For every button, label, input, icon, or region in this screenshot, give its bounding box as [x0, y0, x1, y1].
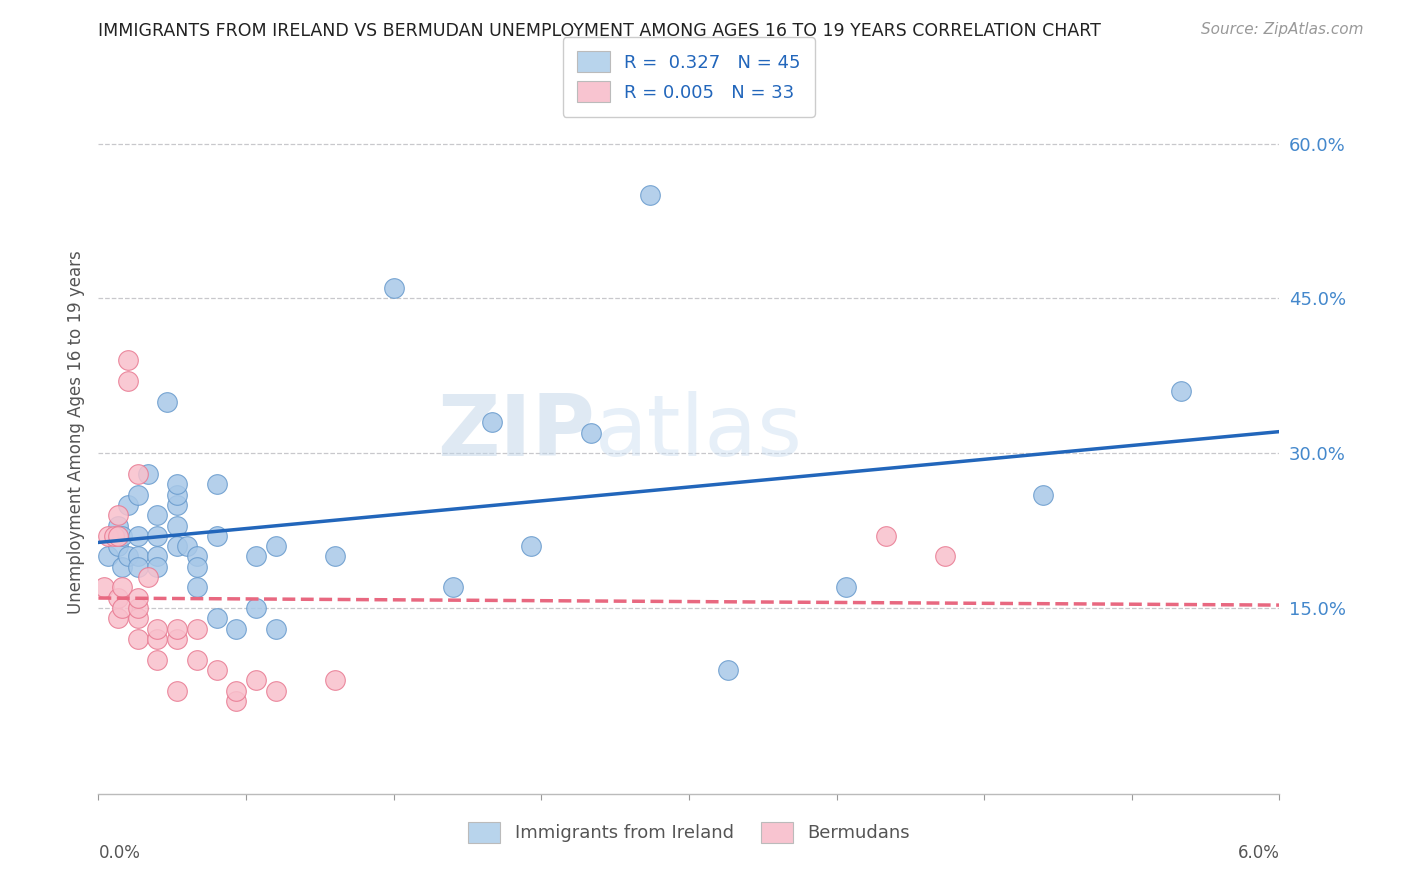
- Point: [107, 529, 129, 543]
- Point: [323, 673, 346, 688]
- Point: [245, 549, 267, 564]
- Point: [166, 632, 188, 646]
- Legend: Immigrants from Ireland, Bermudans: Immigrants from Ireland, Bermudans: [453, 807, 925, 857]
- Point: [875, 529, 897, 543]
- Point: [146, 508, 169, 523]
- Text: atlas: atlas: [595, 391, 803, 475]
- Point: [166, 622, 188, 636]
- Point: [382, 281, 405, 295]
- Point: [245, 673, 267, 688]
- Point: [481, 415, 503, 429]
- Point: [146, 559, 169, 574]
- Point: [717, 663, 740, 677]
- Point: [93, 581, 115, 595]
- Point: [1170, 384, 1192, 399]
- Point: [136, 467, 159, 481]
- Point: [107, 611, 129, 625]
- Point: [264, 539, 287, 553]
- Point: [166, 498, 188, 512]
- Point: [186, 559, 208, 574]
- Point: [111, 529, 134, 543]
- Point: [579, 425, 602, 440]
- Point: [186, 549, 208, 564]
- Point: [166, 518, 188, 533]
- Y-axis label: Unemployment Among Ages 16 to 19 years: Unemployment Among Ages 16 to 19 years: [66, 251, 84, 615]
- Point: [638, 188, 661, 202]
- Point: [205, 663, 228, 677]
- Point: [146, 622, 169, 636]
- Point: [156, 394, 179, 409]
- Point: [127, 611, 149, 625]
- Point: [127, 632, 149, 646]
- Point: [107, 518, 129, 533]
- Point: [136, 570, 159, 584]
- Point: [111, 559, 134, 574]
- Point: [107, 508, 129, 523]
- Point: [1032, 487, 1054, 501]
- Point: [127, 487, 149, 501]
- Text: Source: ZipAtlas.com: Source: ZipAtlas.com: [1201, 22, 1364, 37]
- Point: [107, 539, 129, 553]
- Point: [146, 529, 169, 543]
- Point: [186, 622, 208, 636]
- Point: [323, 549, 346, 564]
- Point: [225, 694, 247, 708]
- Point: [441, 581, 464, 595]
- Point: [934, 549, 956, 564]
- Point: [111, 601, 134, 615]
- Text: 0.0%: 0.0%: [98, 845, 141, 863]
- Point: [186, 581, 208, 595]
- Point: [107, 591, 129, 605]
- Point: [205, 477, 228, 491]
- Point: [245, 601, 267, 615]
- Point: [166, 539, 188, 553]
- Text: ZIP: ZIP: [437, 391, 595, 475]
- Point: [225, 683, 247, 698]
- Point: [117, 353, 139, 368]
- Point: [127, 601, 149, 615]
- Point: [117, 374, 139, 388]
- Point: [225, 622, 247, 636]
- Point: [146, 632, 169, 646]
- Text: IMMIGRANTS FROM IRELAND VS BERMUDAN UNEMPLOYMENT AMONG AGES 16 TO 19 YEARS CORRE: IMMIGRANTS FROM IRELAND VS BERMUDAN UNEM…: [98, 22, 1101, 40]
- Point: [111, 581, 134, 595]
- Point: [520, 539, 543, 553]
- Point: [117, 498, 139, 512]
- Point: [166, 487, 188, 501]
- Point: [176, 539, 198, 553]
- Point: [166, 477, 188, 491]
- Point: [166, 683, 188, 698]
- Point: [97, 529, 120, 543]
- Point: [205, 529, 228, 543]
- Point: [146, 653, 169, 667]
- Point: [264, 683, 287, 698]
- Point: [835, 581, 858, 595]
- Point: [127, 549, 149, 564]
- Point: [146, 549, 169, 564]
- Text: 6.0%: 6.0%: [1237, 845, 1279, 863]
- Point: [97, 549, 120, 564]
- Point: [117, 549, 139, 564]
- Point: [127, 559, 149, 574]
- Point: [127, 467, 149, 481]
- Point: [186, 653, 208, 667]
- Point: [264, 622, 287, 636]
- Point: [103, 529, 125, 543]
- Point: [127, 529, 149, 543]
- Point: [205, 611, 228, 625]
- Point: [127, 591, 149, 605]
